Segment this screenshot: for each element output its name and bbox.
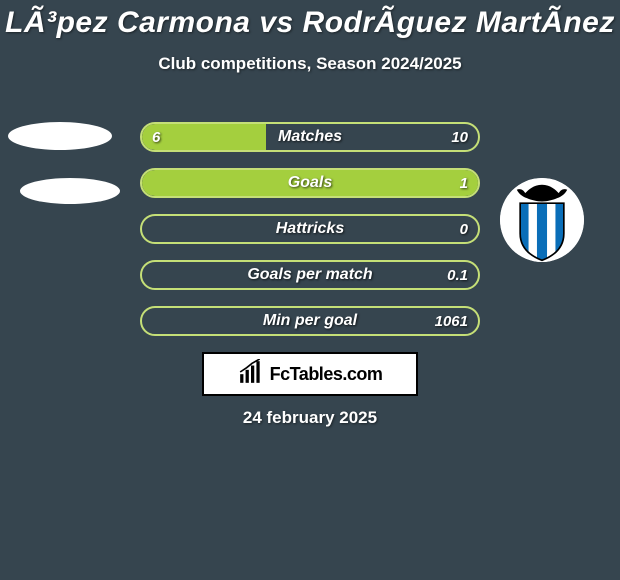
brand-text: FcTables.com: [270, 364, 383, 385]
page-title: LÃ³pez Carmona vs RodrÃ­guez MartÃ­nez: [0, 0, 620, 40]
bar-label: Hattricks: [142, 216, 478, 242]
brand-logo-box: FcTables.com: [202, 352, 418, 396]
bar-row-gpm: Goals per match 0.1: [140, 260, 480, 290]
player-avatar-left-1: [8, 122, 112, 150]
club-crest-right: [500, 178, 584, 262]
subtitle: Club competitions, Season 2024/2025: [0, 54, 620, 74]
bar-label: Min per goal: [142, 308, 478, 334]
bar-value-right: 0.1: [447, 262, 468, 288]
bar-value-right: 1: [460, 170, 468, 196]
bar-row-matches: 6 Matches 10: [140, 122, 480, 152]
bar-row-goals: Goals 1: [140, 168, 480, 198]
player-avatar-left-2: [20, 178, 120, 204]
date-text: 24 february 2025: [0, 408, 620, 428]
bar-value-right: 1061: [435, 308, 468, 334]
bar-label: Goals per match: [142, 262, 478, 288]
bar-row-mpg: Min per goal 1061: [140, 306, 480, 336]
chart-icon: [238, 359, 264, 390]
bar-row-hattricks: Hattricks 0: [140, 214, 480, 244]
bar-label: Matches: [142, 124, 478, 150]
bar-value-right: 10: [451, 124, 468, 150]
comparison-bars: 6 Matches 10 Goals 1 Hattricks 0 Goals p…: [140, 122, 480, 352]
bar-label: Goals: [142, 170, 478, 196]
bar-value-right: 0: [460, 216, 468, 242]
